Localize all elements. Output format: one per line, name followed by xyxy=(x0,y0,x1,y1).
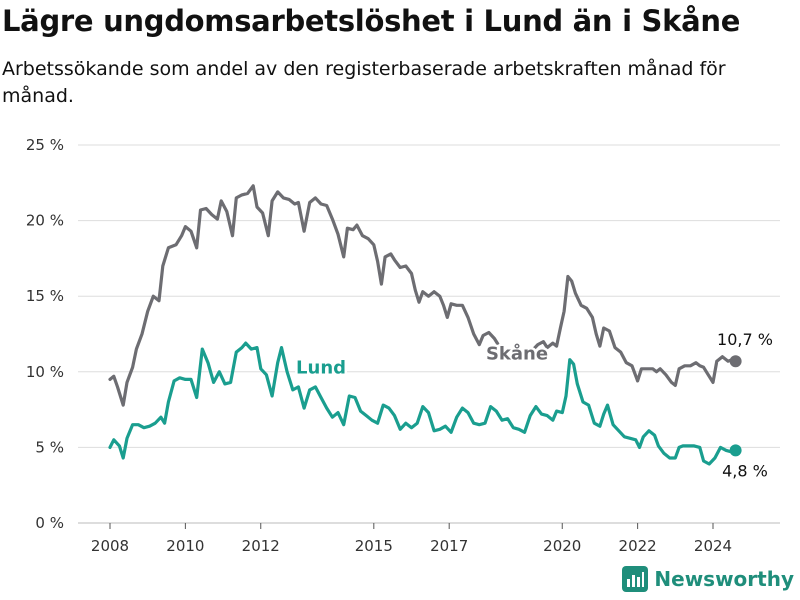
series-label-0: Skåne xyxy=(486,343,548,365)
newsworthy-logo-icon xyxy=(622,566,649,592)
series-label-1: Lund xyxy=(296,357,346,378)
series-line-1 xyxy=(108,341,738,466)
end-value-label-0: 10,7 % xyxy=(717,330,773,349)
series-line-0 xyxy=(108,184,738,407)
y-tick-label: 15 % xyxy=(26,287,64,305)
y-tick-label: 10 % xyxy=(26,363,64,381)
x-tick-label: 2017 xyxy=(430,537,468,555)
x-tick-label: 2020 xyxy=(543,537,581,555)
x-tick-label: 2008 xyxy=(91,537,129,555)
y-tick-label: 5 % xyxy=(35,438,64,456)
series-lines xyxy=(108,184,742,466)
grid-lines xyxy=(78,144,780,524)
chart-title: Lägre ungdomsarbetslöshet i Lund än i Sk… xyxy=(2,4,741,38)
series-end-dot-0 xyxy=(729,355,742,368)
y-axis: 0 % 5 % 10 % 15 % 20 % 25 % xyxy=(26,136,64,532)
x-tick-label: 2024 xyxy=(694,537,732,555)
series-end-dot-1 xyxy=(729,444,742,457)
y-tick-label: 20 % xyxy=(26,212,64,230)
x-tick-label: 2015 xyxy=(355,537,393,555)
x-axis: 2008 2010 2012 2015 2017 2020 2022 2024 xyxy=(91,523,732,555)
brand-logo: Newsworthy xyxy=(622,566,794,592)
y-tick-label: 25 % xyxy=(26,136,64,154)
x-tick-label: 2022 xyxy=(619,537,657,555)
x-tick-label: 2010 xyxy=(166,537,204,555)
annotations: 10,7 % 4,8 % Skåne Lund xyxy=(294,330,773,480)
x-tick-label: 2012 xyxy=(242,537,280,555)
chart-subtitle: Arbetssökande som andel av den registerb… xyxy=(2,58,726,107)
brand-name: Newsworthy xyxy=(654,567,794,591)
end-value-label-1: 4,8 % xyxy=(722,461,768,480)
y-tick-label: 0 % xyxy=(35,514,64,532)
